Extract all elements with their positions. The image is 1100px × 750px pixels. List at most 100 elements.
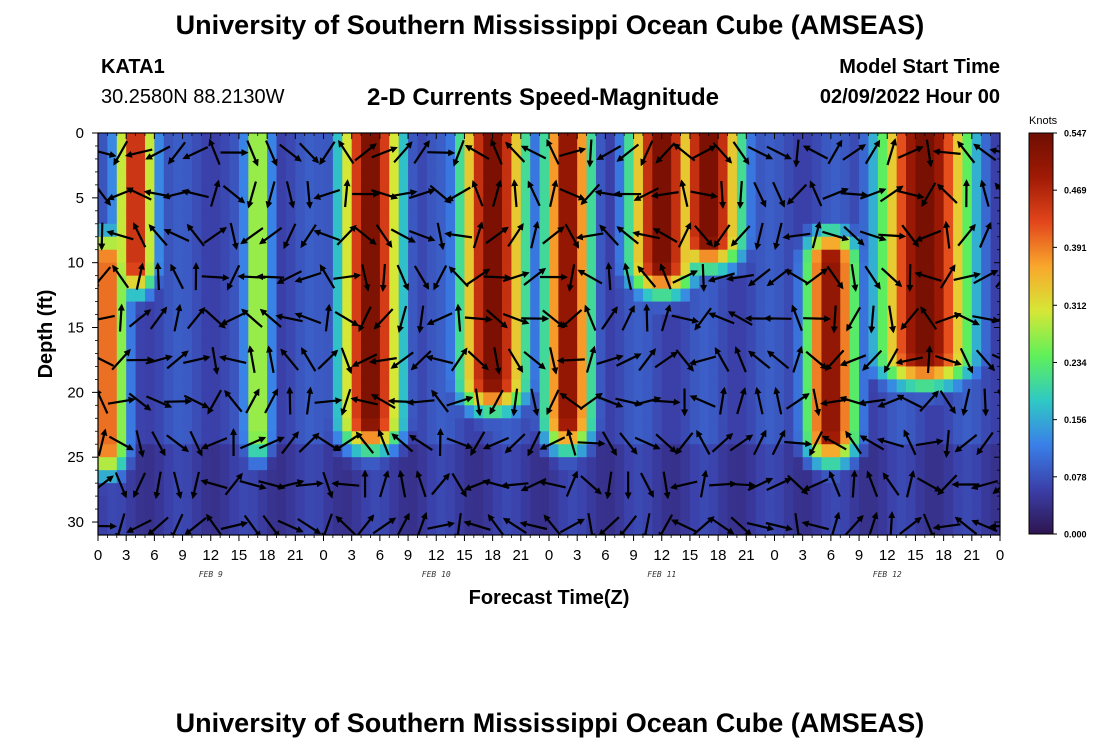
heatmap-cell xyxy=(671,418,682,432)
current-vector xyxy=(181,188,209,199)
heatmap-cell xyxy=(549,470,559,484)
heatmap-cell xyxy=(849,197,860,212)
heatmap-cell xyxy=(502,366,513,380)
current-vector xyxy=(246,181,257,209)
current-vector xyxy=(426,312,453,326)
heatmap-cell xyxy=(605,483,616,497)
heatmap-cell xyxy=(267,405,278,419)
current-vector xyxy=(791,304,803,332)
heatmap-cell xyxy=(971,509,982,523)
heatmap-cell xyxy=(210,223,221,238)
heatmap-cell xyxy=(727,171,738,186)
heatmap-cell xyxy=(229,496,240,510)
heatmap-cell xyxy=(182,431,193,445)
heatmap-cell xyxy=(680,236,691,251)
heatmap-cell xyxy=(802,522,813,535)
heatmap-cell xyxy=(830,444,841,458)
heatmap-cell xyxy=(473,314,484,329)
heatmap-cell xyxy=(595,327,606,342)
heatmap-cell xyxy=(915,366,926,380)
heatmap-cell xyxy=(144,366,155,380)
current-vector xyxy=(210,179,221,207)
heatmap-cell xyxy=(314,171,325,186)
current-vector xyxy=(914,229,942,242)
current-vector xyxy=(730,225,751,247)
current-vector xyxy=(771,429,786,456)
heatmap-cell xyxy=(98,444,108,458)
heatmap-cell xyxy=(464,457,475,471)
heatmap-cell xyxy=(614,444,625,458)
heatmap-cell xyxy=(802,340,813,355)
heatmap-cell xyxy=(473,133,484,147)
heatmap-cell xyxy=(577,496,588,510)
heatmap-cell xyxy=(906,431,917,445)
heatmap-cell xyxy=(257,366,268,380)
heatmap-cell xyxy=(746,379,757,393)
heatmap-cell xyxy=(774,275,785,290)
heatmap-cell xyxy=(877,418,888,432)
heatmap-cell xyxy=(746,133,757,147)
colorbar-units: Knots xyxy=(1029,115,1058,127)
current-vector xyxy=(153,471,162,500)
heatmap-cell xyxy=(934,184,945,199)
heatmap-cell xyxy=(746,262,757,277)
current-vector xyxy=(596,395,624,408)
heatmap-cell xyxy=(304,314,315,329)
heatmap-cell xyxy=(915,262,926,277)
heatmap-cell xyxy=(379,184,390,199)
heatmap-cell xyxy=(210,314,221,329)
heatmap-cell xyxy=(614,405,625,419)
heatmap-cell xyxy=(981,249,992,264)
heatmap-cell xyxy=(943,379,954,393)
heatmap-cell xyxy=(520,496,531,510)
current-vector xyxy=(920,306,938,330)
heatmap-cell xyxy=(971,431,982,445)
heatmap-cell xyxy=(558,301,569,316)
heatmap-cell xyxy=(323,392,334,406)
heatmap-cell xyxy=(915,340,926,355)
heatmap-cell xyxy=(624,327,635,342)
heatmap-cell xyxy=(389,314,400,329)
heatmap-cell xyxy=(361,509,372,523)
heatmap-cell xyxy=(624,366,635,380)
heatmap-cell xyxy=(680,262,691,277)
heatmap-cell xyxy=(201,470,212,484)
heatmap-cell xyxy=(408,366,419,380)
heatmap-cell xyxy=(736,249,747,264)
heatmap-cell xyxy=(624,522,635,535)
heatmap-cell xyxy=(276,379,287,393)
heatmap-cell xyxy=(727,509,738,523)
heatmap-cell xyxy=(389,262,400,277)
heatmap-cell xyxy=(455,496,466,510)
heatmap-cell xyxy=(426,275,437,290)
heatmap-cell xyxy=(765,158,776,173)
current-vector xyxy=(669,480,698,490)
heatmap-cell xyxy=(248,509,259,523)
y-tick-label: 20 xyxy=(67,384,84,401)
heatmap-cell xyxy=(182,353,193,368)
current-vector xyxy=(305,180,313,209)
heatmap-cell xyxy=(746,223,757,238)
heatmap-cell xyxy=(530,158,541,173)
heatmap-cell xyxy=(342,522,353,535)
heatmap-cell xyxy=(962,340,973,355)
heatmap-cell xyxy=(755,158,766,173)
heatmap-cell xyxy=(361,249,372,264)
heatmap-cell xyxy=(849,392,860,406)
heatmap-cell xyxy=(680,470,691,484)
heatmap-cell xyxy=(295,470,306,484)
heatmap-cell xyxy=(173,262,184,277)
heatmap-cell xyxy=(285,301,296,316)
heatmap-cell xyxy=(868,392,879,406)
current-vector xyxy=(397,469,407,498)
heatmap-cell xyxy=(595,418,606,432)
heatmap-cell xyxy=(229,301,240,316)
heatmap-cell xyxy=(314,249,325,264)
heatmap-cell xyxy=(379,275,390,290)
heatmap-cell xyxy=(210,171,221,186)
heatmap-cell xyxy=(924,509,935,523)
heatmap-cell xyxy=(379,431,390,445)
heatmap-cell xyxy=(116,470,127,484)
heatmap-cell xyxy=(276,392,287,406)
heatmap-cell xyxy=(511,288,522,303)
